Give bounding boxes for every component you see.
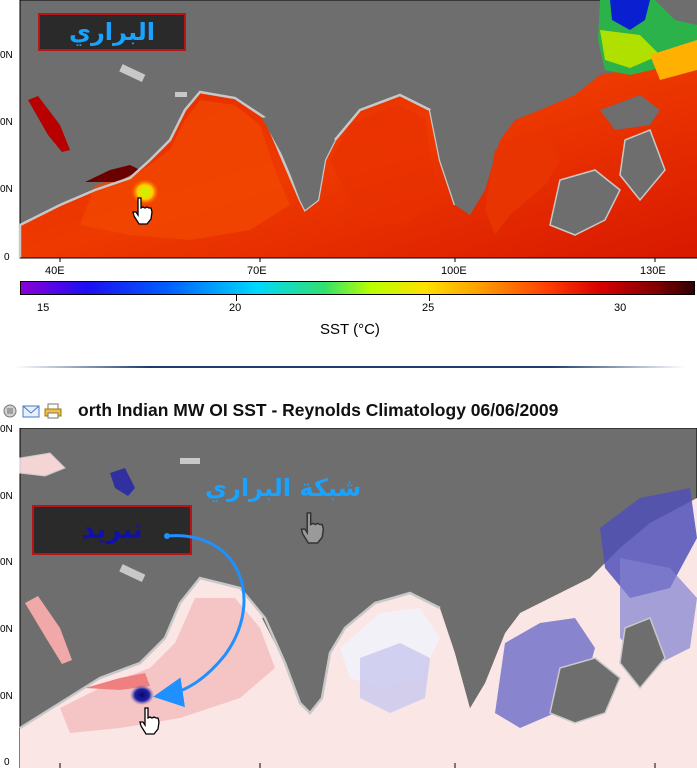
colorbar-tick-15: 15 <box>37 302 50 314</box>
bottom-y-label-3: 0N <box>0 557 13 568</box>
colorbar-label: SST (°C) <box>320 321 380 338</box>
hand-cursor-icon <box>132 197 153 225</box>
bottom-y-label-7: 0 <box>4 757 10 768</box>
cooling-badge-text: تبريد <box>81 515 143 545</box>
albarari-badge-text: البراري <box>68 18 155 46</box>
oman-cooling-spot <box>130 685 154 705</box>
hand-cursor-watermark-icon <box>300 512 325 544</box>
toolbar <box>2 400 62 422</box>
x-label-40e: 40E <box>45 265 65 277</box>
india-land <box>262 110 335 210</box>
hand-cursor-bottom-icon <box>139 707 160 735</box>
cooling-badge: تبريد <box>32 505 192 555</box>
sst-colorbar <box>20 281 695 295</box>
divider <box>15 366 685 368</box>
printer-icon[interactable] <box>44 403 62 419</box>
x-label-70e: 70E <box>247 265 267 277</box>
x-label-100e: 100E <box>441 265 467 277</box>
bottom-y-label-2: 0N <box>0 491 13 502</box>
colorbar-tick-30: 30 <box>614 302 627 314</box>
india-land-bottom <box>262 603 345 713</box>
top-y-label-1: 0N <box>0 50 13 61</box>
print-icon[interactable] <box>2 403 18 419</box>
colorbar-tick-25: 25 <box>422 302 435 314</box>
top-y-label-2: 0N <box>0 117 13 128</box>
top-y-label-4: 0 <box>4 252 10 263</box>
bottom-x-ticks <box>59 763 656 768</box>
southeast-asia-land <box>430 80 510 212</box>
bottom-map-title: orth Indian MW OI SST - Reynolds Climato… <box>78 400 559 420</box>
colorbar-tick-20: 20 <box>229 302 242 314</box>
bottom-y-label-1: 0N <box>0 424 13 435</box>
red-sea-anomaly <box>25 596 72 664</box>
top-y-label-3: 0N <box>0 184 13 195</box>
red-sea <box>28 96 70 152</box>
email-icon[interactable] <box>22 403 40 419</box>
bottom-anomaly-map <box>19 428 697 768</box>
bottom-y-label-4: 0N <box>0 624 13 635</box>
bottom-y-label-5: 0N <box>0 691 13 702</box>
top-x-ticks <box>59 258 656 262</box>
albarari-badge: البراري <box>38 13 186 51</box>
x-label-130e: 130E <box>640 265 666 277</box>
albarari-network-watermark: شبكة البراري <box>205 474 362 502</box>
top-sst-map <box>18 0 697 262</box>
